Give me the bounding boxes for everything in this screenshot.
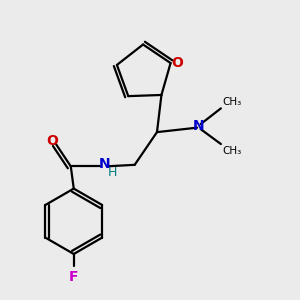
- Text: F: F: [69, 270, 79, 284]
- Text: N: N: [98, 157, 110, 171]
- Text: CH₃: CH₃: [222, 146, 242, 155]
- Text: N: N: [193, 119, 204, 133]
- Text: O: O: [171, 56, 183, 70]
- Text: H: H: [108, 166, 117, 179]
- Text: CH₃: CH₃: [222, 97, 242, 107]
- Text: O: O: [46, 134, 58, 148]
